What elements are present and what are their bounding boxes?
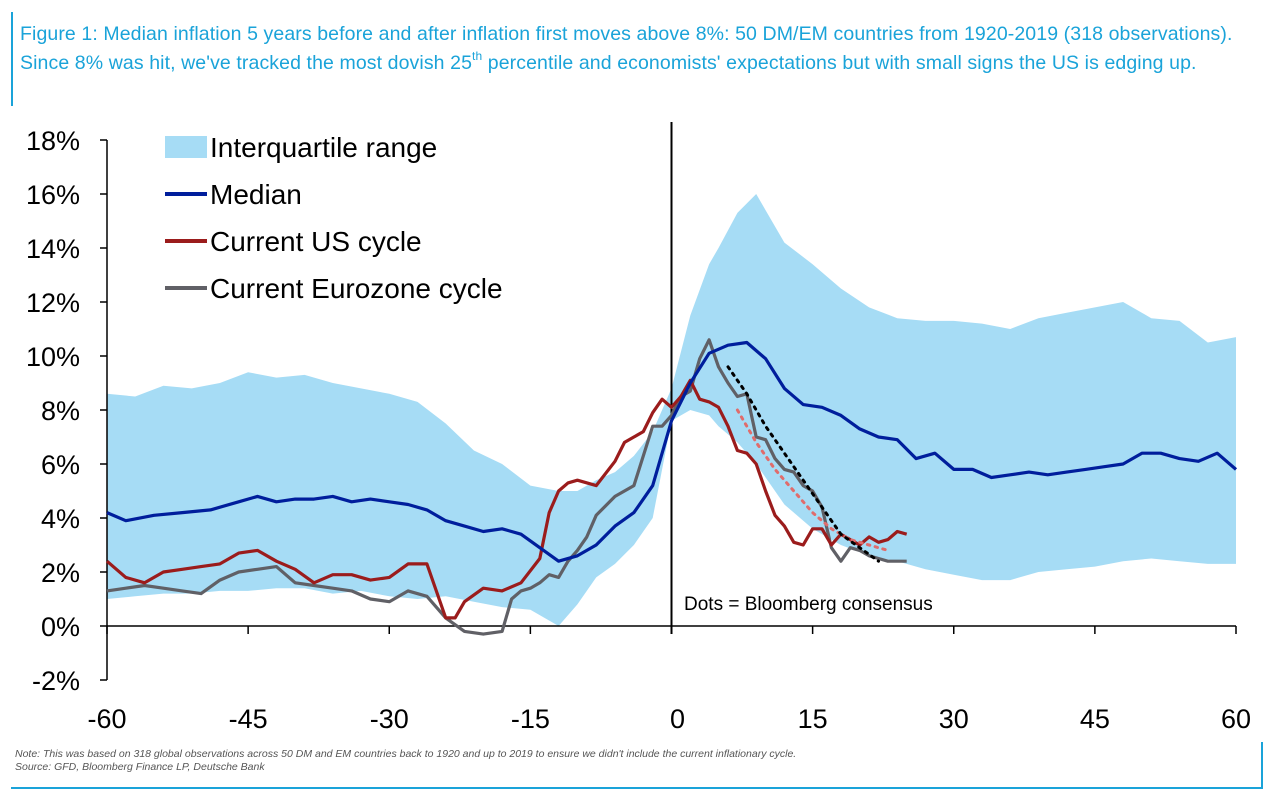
y-tick-label: 0%: [41, 612, 80, 642]
x-tick-label: -45: [229, 704, 268, 734]
y-tick-label: 12%: [26, 288, 80, 318]
legend-median-label: Median: [210, 179, 302, 210]
y-tick-label: 16%: [26, 180, 80, 210]
x-tick-label: -60: [87, 704, 126, 734]
footnote: Note: This was based on 318 global obser…: [15, 748, 1215, 774]
legend-interquartile-label: Interquartile range: [210, 132, 437, 163]
y-tick-label: 6%: [41, 450, 80, 480]
bloomberg-consensus-annotation: Dots = Bloomberg consensus: [684, 594, 933, 615]
footnote-source: Source: GFD, Bloomberg Finance LP, Deuts…: [15, 761, 265, 773]
legend-eurozone-cycle-label: Current Eurozone cycle: [210, 273, 503, 304]
x-tick-label: -15: [511, 704, 550, 734]
frame-bottom-right: [1261, 742, 1263, 788]
frame-bottom: [11, 787, 1263, 789]
x-tick-label: 30: [939, 704, 969, 734]
title-main: Figure 1: Median inflation 5 years befor…: [20, 23, 1233, 74]
eurozone-consensus-dots: [726, 365, 880, 563]
x-tick-label: 45: [1080, 704, 1110, 734]
title-tail: percentile and economists' expectations …: [482, 52, 1197, 74]
title-frame-left: [11, 12, 13, 106]
y-tick-label: -2%: [32, 666, 80, 696]
legend: Interquartile range Median Current US cycl…: [165, 132, 503, 304]
axes-group: -2% 0% 2% 4% 6% 8% 10% 12% 14% 16% 18% -60 -45 -30 -15…: [26, 122, 1251, 734]
x-tick-label: 15: [798, 704, 828, 734]
title-superscript: th: [472, 49, 483, 63]
footnote-note: Note: This was based on 318 global obser…: [15, 748, 797, 760]
y-tick-label: 8%: [41, 396, 80, 426]
x-tick-label: 60: [1221, 704, 1251, 734]
legend-interquartile-swatch: [165, 136, 207, 158]
y-tick-label: 14%: [26, 234, 80, 264]
legend-us-cycle-label: Current US cycle: [210, 226, 422, 257]
inflation-chart: -2% 0% 2% 4% 6% 8% 10% 12% 14% 16% 18% -60 -45 -30 -15…: [26, 122, 1251, 734]
figure-title: Figure 1: Median inflation 5 years befor…: [20, 20, 1260, 78]
us-consensus-dots: [735, 408, 890, 552]
series-group: [105, 338, 1238, 636]
us-cycle-line: [105, 378, 908, 620]
y-tick-label: 4%: [41, 504, 80, 534]
x-tick-label: -30: [370, 704, 409, 734]
eurozone-cycle-line: [106, 338, 907, 636]
y-tick-label: 10%: [26, 342, 80, 372]
y-tick-label: 2%: [41, 558, 80, 588]
x-tick-label: 0: [670, 704, 685, 734]
median-line: [106, 340, 1238, 563]
y-tick-label: 18%: [26, 126, 80, 156]
